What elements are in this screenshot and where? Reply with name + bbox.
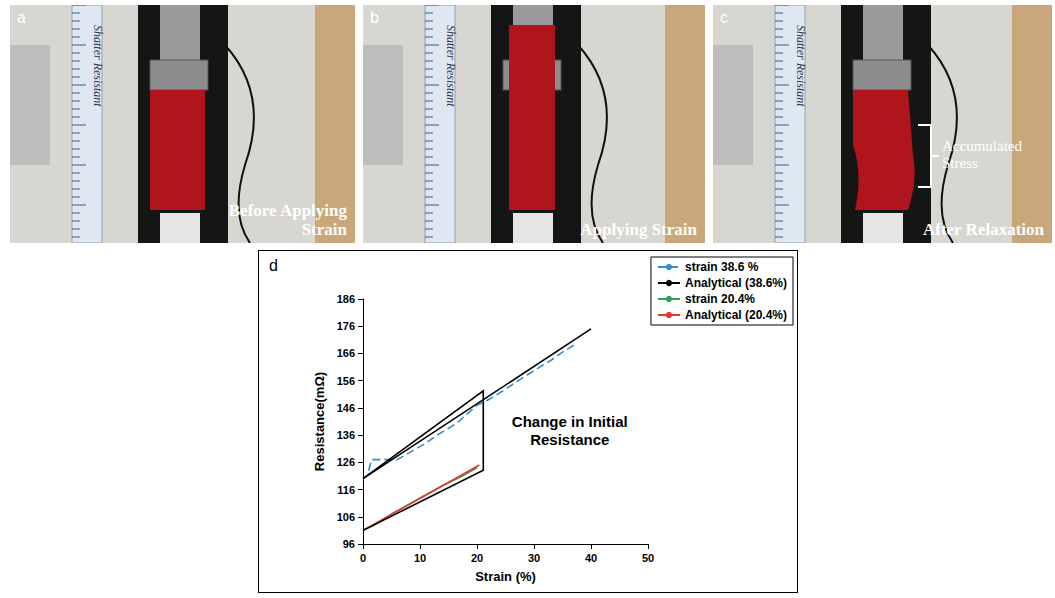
svg-text:Analytical (20.4%): Analytical (20.4%)	[685, 308, 787, 322]
svg-text:106: 106	[337, 511, 355, 523]
svg-text:166: 166	[337, 347, 355, 359]
svg-text:50: 50	[642, 552, 654, 564]
svg-text:Change in Initial: Change in Initial	[512, 413, 628, 430]
svg-text:40: 40	[585, 552, 597, 564]
svg-text:146: 146	[337, 402, 355, 414]
svg-text:Analytical (38.6%): Analytical (38.6%)	[685, 276, 787, 290]
svg-text:Before ApplyingStrain: Before ApplyingStrain	[229, 201, 348, 239]
svg-text:strain 38.6 %: strain 38.6 %	[685, 260, 759, 274]
svg-text:10: 10	[414, 552, 426, 564]
svg-text:strain 20.4%: strain 20.4%	[685, 292, 755, 306]
svg-text:After Relaxation: After Relaxation	[923, 220, 1045, 239]
svg-text:c: c	[720, 9, 728, 26]
svg-text:96: 96	[343, 538, 355, 550]
svg-text:Strain (%): Strain (%)	[475, 569, 536, 584]
svg-text:Applying Strain: Applying Strain	[580, 220, 697, 239]
svg-text:Shatter Resistant: Shatter Resistant	[444, 25, 458, 107]
svg-text:Shatter Resistant: Shatter Resistant	[794, 25, 808, 107]
svg-text:136: 136	[337, 429, 355, 441]
svg-text:0: 0	[360, 552, 366, 564]
svg-text:156: 156	[337, 375, 355, 387]
svg-text:116: 116	[337, 484, 355, 496]
svg-text:a: a	[17, 9, 26, 26]
svg-text:30: 30	[528, 552, 540, 564]
svg-text:Resistance(mΩ): Resistance(mΩ)	[312, 372, 327, 471]
svg-text:d: d	[269, 257, 278, 274]
svg-text:126: 126	[337, 456, 355, 468]
svg-text:Resistance: Resistance	[530, 431, 609, 448]
svg-text:20: 20	[471, 552, 483, 564]
svg-text:176: 176	[337, 320, 355, 332]
svg-text:b: b	[370, 9, 379, 26]
svg-text:AccumulatedStress: AccumulatedStress	[942, 138, 1022, 171]
svg-text:Shatter Resistant: Shatter Resistant	[91, 25, 105, 107]
svg-text:186: 186	[337, 293, 355, 305]
